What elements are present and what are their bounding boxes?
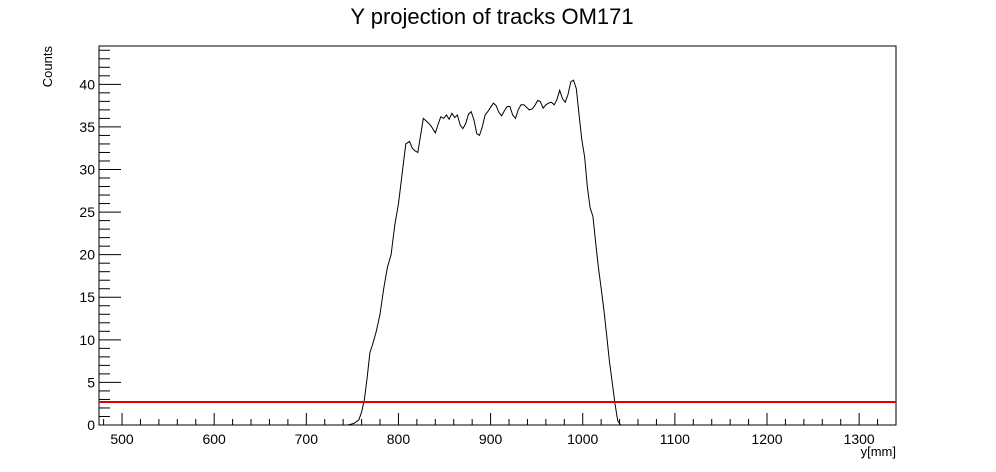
y-axis-label: Counts — [40, 46, 55, 88]
x-tick-label: 700 — [295, 431, 319, 447]
x-tick-label: 1200 — [751, 431, 782, 447]
x-tick-label: 1000 — [567, 431, 598, 447]
x-axis-label: y[mm] — [861, 444, 896, 459]
x-axis-ticks: 500 600 700 800 900 1000 1100 1200 1300 — [103, 413, 897, 447]
y-tick-label: 10 — [79, 332, 95, 348]
x-tick-label: 500 — [110, 431, 134, 447]
y-tick-label: 40 — [79, 76, 95, 92]
chart-title: Y projection of tracks OM171 — [350, 4, 633, 29]
x-tick-label: 800 — [387, 431, 411, 447]
y-tick-label: 20 — [79, 247, 95, 263]
x-tick-label: 1300 — [844, 431, 875, 447]
x-tick-label: 900 — [479, 431, 503, 447]
y-axis-ticks: 0 5 10 15 20 25 30 35 40 — [79, 49, 121, 433]
data-series-line — [347, 79, 640, 426]
plot-frame — [98, 45, 897, 426]
x-tick-label: 600 — [202, 431, 226, 447]
y-tick-label: 15 — [79, 289, 95, 305]
y-tick-label: 30 — [79, 161, 95, 177]
series-layer — [347, 79, 640, 426]
y-tick-label: 25 — [79, 204, 95, 220]
y-tick-label: 35 — [79, 119, 95, 135]
y-tick-label: 0 — [87, 417, 95, 433]
y-tick-label: 5 — [87, 374, 95, 390]
x-tick-label: 1100 — [660, 431, 690, 447]
